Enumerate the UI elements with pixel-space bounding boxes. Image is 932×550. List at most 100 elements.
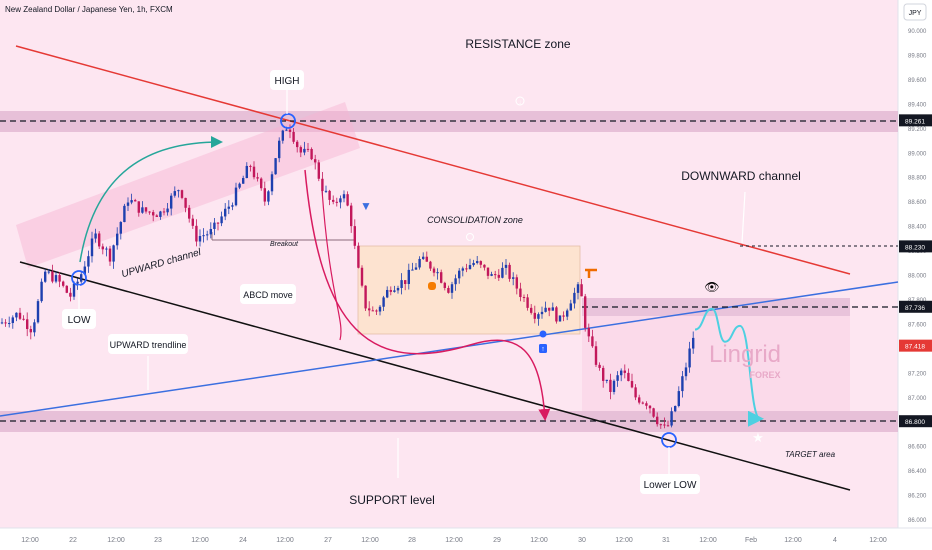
y-tick-label: 90.000 [908,29,927,35]
info-flag-icon[interactable] [539,344,547,353]
candle-body [688,348,691,368]
candle-body [198,236,202,242]
candle-body [69,292,72,297]
x-tick-label: 12:00 [445,537,463,544]
x-tick-label: 28 [408,537,416,544]
candle-body [663,424,666,426]
candle-body [645,403,648,406]
candle-body [195,225,198,242]
candle-body [105,248,108,250]
candle-body [11,317,14,324]
candle-body [594,346,598,365]
support-trendline [19,261,851,491]
candle-body [40,281,43,302]
svg-text:JPY: JPY [909,10,922,17]
x-tick-label: 31 [662,537,670,544]
candle-body [33,322,36,333]
candle-body [486,267,490,276]
candle-body [429,261,432,269]
candle-body [598,364,601,368]
candle-body [468,265,472,270]
candle-body [94,233,97,239]
candle-body [555,307,558,322]
candle-body [144,207,148,212]
candle-body [551,307,554,311]
candle-body [522,297,526,299]
y-tick-label: 87.200 [908,371,927,377]
candle-body [440,272,443,283]
candle-body [180,190,184,198]
candle-body [350,205,353,227]
resistance-zone [0,111,898,132]
candle-body [339,198,342,203]
x-tick-label: 23 [154,537,162,544]
candle-body [15,312,18,318]
candle-body [652,408,655,417]
low-label: LOW [62,309,96,329]
candle-body [558,315,562,322]
candle-body [497,274,500,278]
resistance-trendline [15,45,851,275]
candle-body [130,200,133,203]
candle-body [620,370,623,376]
abcd-move-label: ABCD move [240,284,296,304]
abcd-move-arrow [304,169,551,421]
candle-body [414,267,418,270]
downward-channel-label: DOWNWARD channel [681,169,801,183]
candle-body [360,267,364,286]
candle-body [314,159,317,163]
candle-body [220,216,223,224]
candle-body [296,141,299,148]
y-tick-label: 89.000 [908,151,927,157]
candle-body [36,301,40,323]
candle-body [476,261,479,263]
price-axis[interactable] [898,0,932,528]
candle-body [335,201,338,203]
candle-body [569,303,572,311]
y-tick-label: 87.000 [908,396,927,402]
price-label-box [899,415,932,428]
candle-body [472,262,475,266]
high-label: HIGH [270,70,304,90]
x-tick-label: 12:00 [869,537,887,544]
candle-body [213,222,216,229]
y-tick-label: 89.800 [908,53,927,59]
candle-body [332,199,335,202]
high-marker[interactable] [280,113,296,129]
candle-body [134,200,137,202]
candle-body [638,397,641,403]
x-tick-label: 30 [578,537,586,544]
candle-body [0,322,4,324]
x-tick-label: 12:00 [276,537,294,544]
candle-body [450,284,454,293]
candle-body [119,222,122,234]
time-axis[interactable] [0,528,932,550]
y-tick-label: 89.200 [908,127,927,133]
candle-body [411,269,414,271]
candle-body [656,416,659,425]
candle-body [328,190,331,200]
y-tick-label: 88.000 [908,274,927,280]
info-flag-glyph: ↑ [541,346,545,353]
price-label-box [899,339,932,352]
candle-body [623,370,626,373]
candle-body [83,266,86,275]
candle-body [490,274,493,276]
y-tick-label: 89.400 [908,102,927,108]
x-tick-label: Feb [745,537,757,544]
target-area-box [582,316,850,411]
candle-body [612,380,616,392]
support-level-label: SUPPORT level [349,493,435,507]
currency-button[interactable]: JPY [903,3,927,21]
candle-body [87,256,90,267]
candle-body [47,271,50,273]
symbol-title[interactable]: New Zealand Dollar / Japanese Yen, 1h, F… [5,5,173,14]
candle-body [630,381,634,388]
candle-body [386,289,389,298]
y-tick-label: 86.400 [908,469,927,475]
consolidation-circle-icon [466,233,474,241]
candle-body [242,178,245,184]
candle-body [461,268,464,271]
candle-body [666,425,670,427]
